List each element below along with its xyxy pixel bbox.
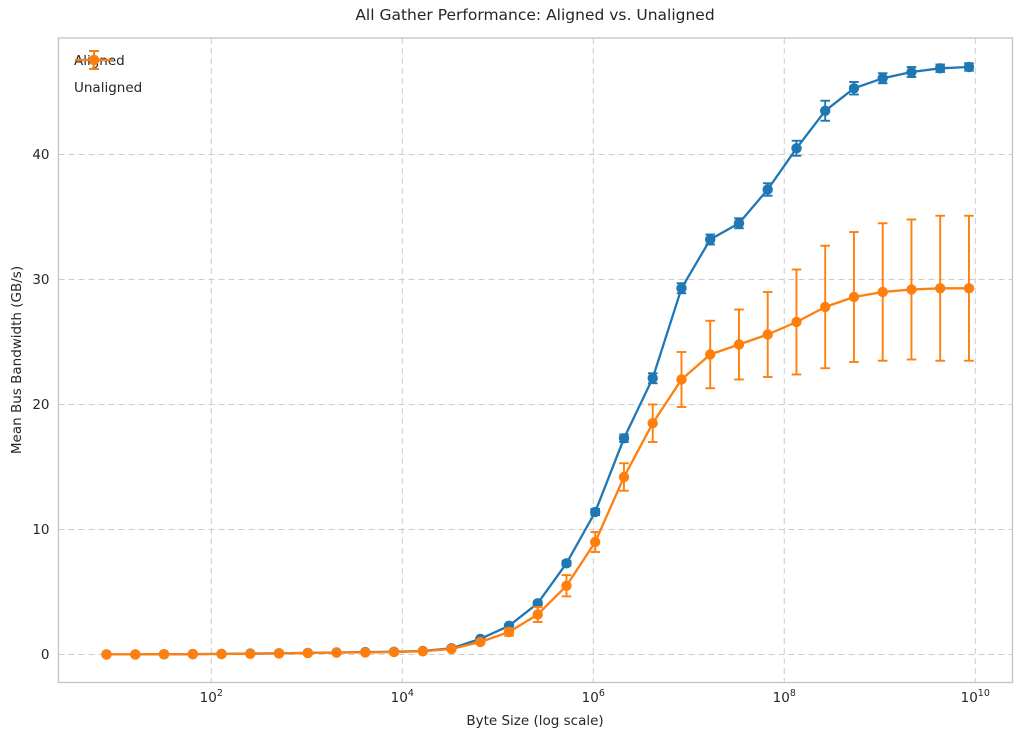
- data-point: [963, 61, 975, 73]
- y-tick-label: 20: [32, 397, 49, 413]
- data-point: [705, 234, 716, 245]
- series-unaligned-markers: [101, 283, 975, 660]
- data-point: [187, 648, 198, 660]
- tick-labels: 0 10 20 30 40 102 104 106 108 1010: [32, 147, 990, 706]
- y-tick-label: 30: [32, 272, 49, 288]
- data-point: [676, 283, 687, 294]
- x-tick-label: 1010: [961, 688, 990, 706]
- y-axis-label: Mean Bus Bandwidth (GB/s): [9, 265, 25, 455]
- data-point: [561, 580, 572, 591]
- chart-title: All Gather Performance: Aligned vs. Unal…: [355, 6, 715, 24]
- data-point: [590, 506, 601, 518]
- gridlines: [58, 38, 1013, 683]
- data-point: [532, 598, 543, 609]
- x-tick-label: 102: [200, 688, 223, 706]
- data-point: [503, 626, 515, 638]
- data-point: [848, 291, 860, 303]
- data-point: [590, 536, 601, 548]
- data-point: [158, 649, 170, 660]
- data-point: [273, 648, 285, 659]
- data-point: [820, 301, 831, 313]
- legend: Aligned Unaligned: [74, 47, 142, 101]
- data-point: [417, 646, 428, 657]
- y-tick-label: 0: [41, 647, 50, 663]
- data-point: [446, 643, 457, 655]
- legend-item-unaligned: Unaligned: [74, 50, 143, 101]
- data-point: [762, 184, 773, 195]
- data-point: [733, 218, 745, 229]
- data-point: [877, 73, 888, 84]
- data-point: [647, 418, 658, 429]
- series-aligned-markers: [101, 61, 975, 660]
- x-tick-label: 106: [582, 688, 605, 706]
- data-point: [906, 66, 917, 78]
- data-point: [475, 636, 486, 648]
- data-point: [791, 143, 802, 154]
- data-point: [935, 283, 946, 294]
- data-point: [935, 63, 946, 74]
- data-point: [331, 647, 342, 658]
- data-point: [101, 649, 112, 660]
- data-point: [733, 339, 745, 350]
- data-point: [130, 649, 141, 660]
- legend-label: Unaligned: [74, 79, 143, 96]
- data-point: [360, 647, 371, 658]
- data-point: [705, 349, 716, 360]
- data-point: [647, 373, 658, 384]
- data-point: [820, 105, 831, 117]
- data-point: [791, 316, 802, 328]
- series-aligned-line: [105, 65, 971, 656]
- axes-border: [57, 37, 1014, 684]
- data-point: [848, 83, 860, 94]
- data-point: [245, 648, 256, 659]
- data-point: [302, 647, 313, 659]
- data-point: [877, 286, 888, 298]
- errorbar-symbol-icon: [75, 50, 113, 70]
- data-point: [388, 646, 400, 658]
- y-tick-label: 10: [32, 522, 49, 538]
- data-point: [676, 374, 687, 385]
- data-point: [618, 471, 630, 483]
- data-point: [906, 284, 917, 295]
- x-tick-label: 108: [773, 688, 796, 706]
- data-point: [618, 433, 630, 444]
- x-tick-label: 104: [391, 688, 414, 706]
- data-point: [963, 283, 975, 294]
- y-tick-label: 40: [32, 147, 49, 163]
- series-unaligned-errorbars: [389, 214, 974, 654]
- x-axis-label: Byte Size (log scale): [466, 713, 604, 729]
- data-point: [561, 558, 572, 569]
- data-point: [532, 609, 543, 620]
- data-point: [762, 329, 773, 340]
- data-point: [216, 648, 227, 660]
